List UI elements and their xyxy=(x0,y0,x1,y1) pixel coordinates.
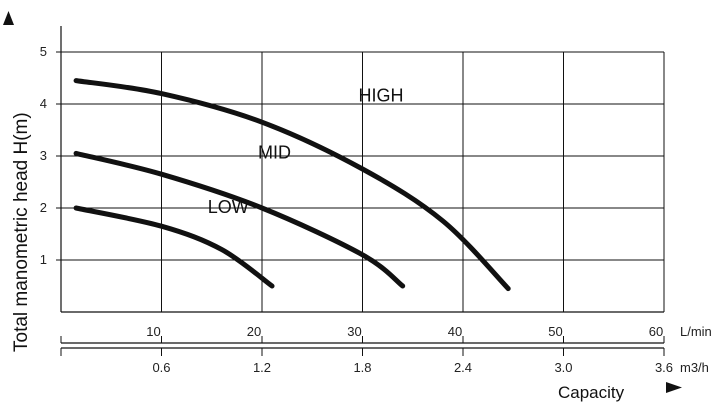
x2-tick-label: 0.6 xyxy=(152,360,170,375)
x-tick-label: 10 xyxy=(146,324,160,339)
x2-tick-label: 3.6 xyxy=(655,360,673,375)
x2-tick-label: 1.8 xyxy=(353,360,371,375)
y-tick-labels: 1 2 3 4 5 xyxy=(40,44,47,267)
x-tick-label: 40 xyxy=(448,324,462,339)
curve-low xyxy=(73,205,275,289)
x-tick-labels-m3h: 0.6 1.2 1.8 2.4 3.0 3.6 xyxy=(60,348,673,375)
x2-unit-label: m3/h xyxy=(680,360,709,375)
y-axis-label: Total manometric head H(m) xyxy=(11,112,32,352)
x-tick-label: 50 xyxy=(548,324,562,339)
y-tick-label: 2 xyxy=(40,200,47,215)
series-label-low: LOW xyxy=(208,197,249,217)
x-tick-label: 30 xyxy=(347,324,361,339)
x2-tick-label: 3.0 xyxy=(554,360,572,375)
series-label-high: HIGH xyxy=(359,85,404,105)
x-unit-label: L/min xyxy=(680,324,712,339)
curve-high xyxy=(73,78,511,292)
y-tick-label: 3 xyxy=(40,148,47,163)
x-tick-labels-lmin: 10 20 30 40 50 60 xyxy=(60,324,665,343)
series-labels: HIGH MID LOW xyxy=(208,85,404,217)
series-label-mid: MID xyxy=(258,143,291,163)
y-tick-label: 5 xyxy=(40,44,47,59)
x-tick-label: 20 xyxy=(247,324,261,339)
curves xyxy=(73,78,511,292)
y-tick-label: 4 xyxy=(40,96,47,111)
x-axis-arrow-icon xyxy=(666,382,682,393)
x2-tick-label: 2.4 xyxy=(454,360,472,375)
curve-mid xyxy=(73,150,406,289)
y-tick-label: 1 xyxy=(40,252,47,267)
y-axis-arrow-icon xyxy=(3,11,14,25)
x-axis-label: Capacity xyxy=(558,383,625,402)
x2-tick-label: 1.2 xyxy=(253,360,271,375)
x-tick-label: 60 xyxy=(649,324,663,339)
